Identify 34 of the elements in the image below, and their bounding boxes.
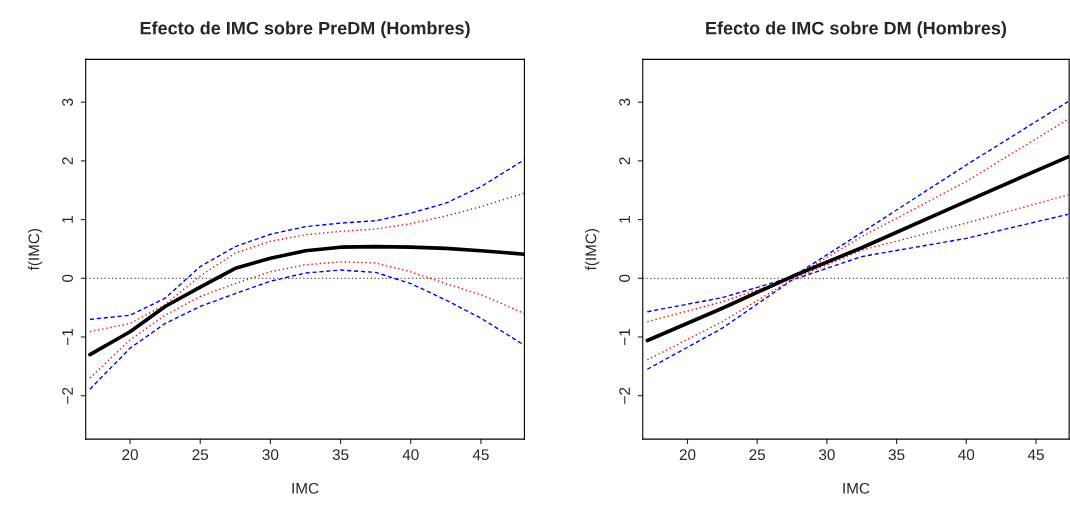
x-tick-label: 45 — [1027, 449, 1044, 461]
chart-title: Efecto de IMC sobre PreDM (Hombres) — [140, 21, 470, 39]
line-series — [646, 194, 1069, 361]
x-axis-title: IMC — [292, 482, 319, 494]
y-tick-label: 3 — [62, 98, 73, 106]
x-tick-label: 35 — [888, 449, 905, 461]
y-tick-label: 1 — [619, 216, 630, 223]
x-tick-label: 25 — [749, 449, 766, 461]
y-axis-title: f(IMC) — [585, 228, 600, 271]
y-tick-label: −1 — [619, 329, 630, 345]
x-tick-label: 35 — [332, 449, 349, 461]
y-tick-label: 0 — [619, 274, 631, 282]
chart-title: Efecto de IMC sobre DM (Hombres) — [706, 21, 1007, 39]
y-tick-label: −1 — [62, 329, 73, 345]
y-tick-label: 1 — [62, 216, 73, 223]
y-axis-title: f(IMC) — [28, 228, 43, 271]
y-tick-label: 3 — [619, 98, 631, 106]
line-series — [646, 213, 1069, 370]
x-tick-label: 20 — [122, 449, 138, 461]
x-axis-title: IMC — [843, 482, 870, 494]
x-tick-label: 40 — [958, 449, 975, 461]
x-tick-label: 20 — [679, 449, 696, 461]
y-tick-label: 2 — [619, 157, 630, 165]
x-tick-label: 40 — [402, 449, 419, 461]
line-series — [89, 159, 525, 321]
y-tick-label: −2 — [619, 387, 630, 404]
x-tick-label: 45 — [472, 449, 489, 461]
x-tick-label: 25 — [192, 449, 209, 461]
y-tick-label: 2 — [62, 157, 73, 165]
y-tick-label: 0 — [62, 274, 73, 282]
line-series — [89, 192, 525, 333]
y-tick-label: −2 — [62, 387, 73, 404]
x-tick-label: 30 — [262, 449, 279, 461]
x-tick-label: 30 — [818, 449, 835, 461]
